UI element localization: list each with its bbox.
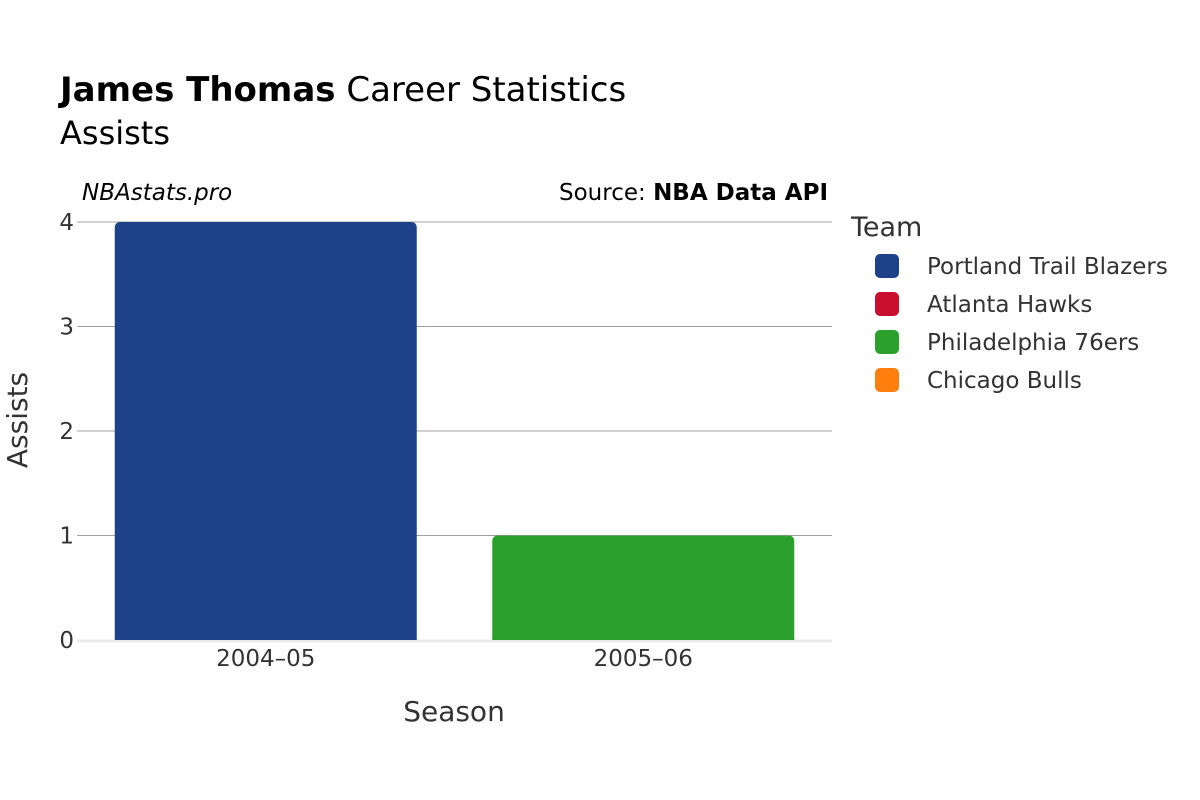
x-axis-ticks: 2004–05 2005–06 (216, 646, 693, 672)
bars (114, 222, 795, 640)
watermark-text: NBAstats.pro (82, 180, 232, 206)
legend-swatch-atlanta-hawks (875, 292, 899, 316)
chart-title-rest: Career Statistics (336, 70, 627, 110)
bar-philadelphia-76ers-2005-06 (492, 535, 795, 640)
legend-title: Team (850, 212, 922, 243)
y-axis-ticks: 0 1 2 3 4 (59, 210, 74, 654)
chart-title: James Thomas Career Statistics (58, 70, 626, 110)
y-tick-label: 3 (59, 315, 74, 341)
legend-label-chicago-bulls: Chicago Bulls (927, 368, 1082, 394)
y-axis-title: Assists (1, 372, 34, 468)
legend: Portland Trail Blazers Atlanta Hawks Phila… (875, 254, 1168, 394)
source-name: NBA Data API (653, 180, 828, 206)
y-tick-label: 0 (59, 628, 74, 654)
legend-label-philadelphia-76ers: Philadelphia 76ers (927, 330, 1139, 356)
x-tick-label: 2004–05 (216, 646, 315, 672)
chart-subtitle: Assists (60, 114, 170, 152)
legend-swatch-chicago-bulls (875, 368, 899, 392)
y-tick-label: 2 (59, 419, 74, 445)
chart-title-player: James Thomas (58, 70, 336, 110)
x-tick-label: 2005–06 (594, 646, 693, 672)
y-tick-label: 4 (59, 210, 74, 236)
bar-portland-trail-blazers-2004-05 (114, 222, 417, 640)
x-axis-title: Season (403, 695, 505, 728)
legend-swatch-philadelphia-76ers (875, 330, 899, 354)
legend-label-portland-trail-blazers: Portland Trail Blazers (927, 254, 1168, 280)
source-prefix: Source: (559, 180, 653, 206)
y-tick-label: 1 (59, 524, 74, 550)
legend-swatch-portland-trail-blazers (875, 254, 899, 278)
legend-label-atlanta-hawks: Atlanta Hawks (927, 292, 1092, 318)
source-text: Source: NBA Data API (559, 180, 828, 206)
